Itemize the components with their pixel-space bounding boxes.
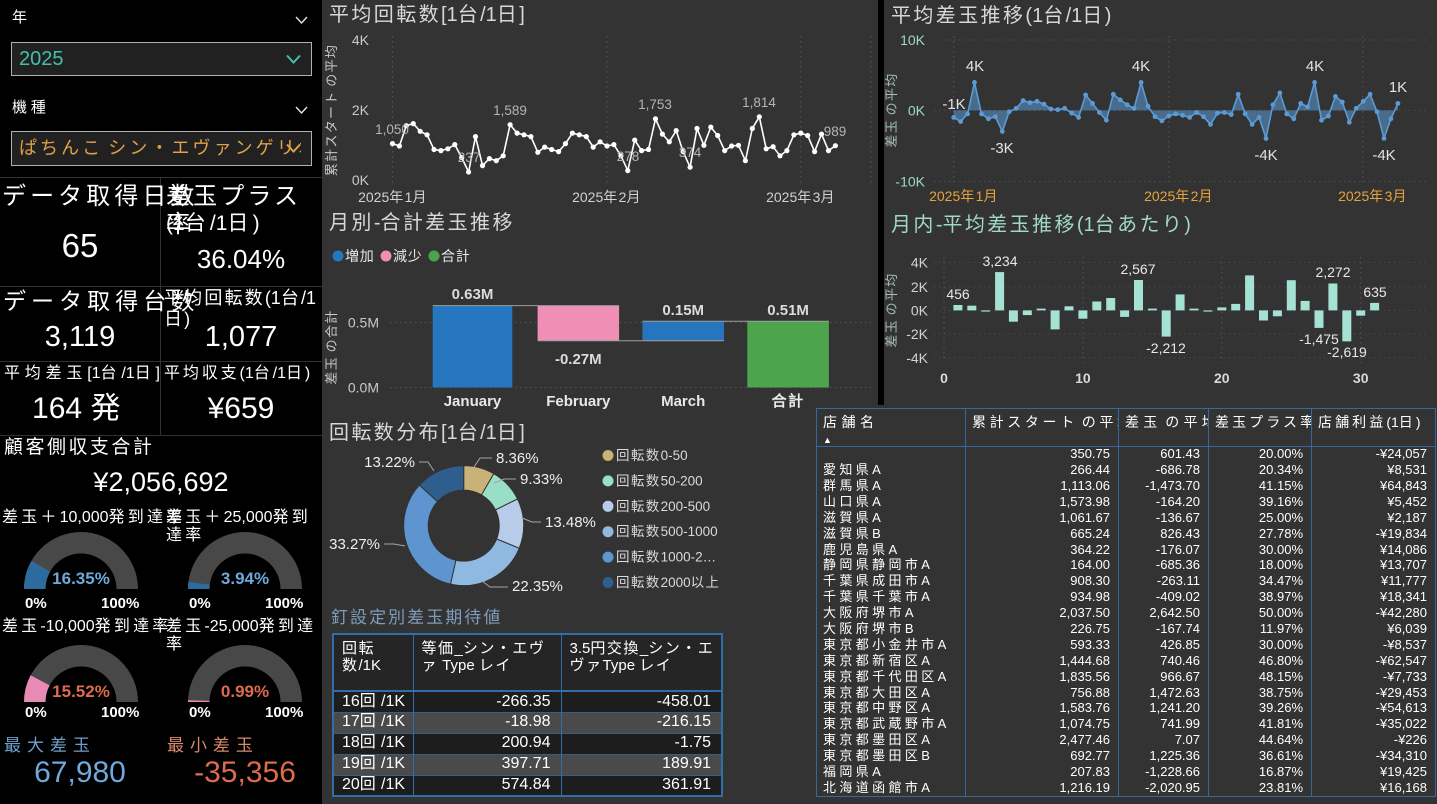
svg-text:月別-合計差玉推移: 月別-合計差玉推移: [329, 211, 515, 234]
svg-text:March: March: [661, 393, 705, 410]
svg-text:-3K: -3K: [990, 140, 1013, 157]
svg-text:20: 20: [1214, 370, 1230, 386]
svg-text:-4K: -4K: [1372, 147, 1395, 164]
svg-text:回転数分布[1台/1日]: 回転数分布[1台/1日]: [329, 421, 525, 444]
svg-text:33.27%: 33.27%: [329, 536, 380, 553]
svg-text:回転数500-1000: 回転数500-1000: [616, 524, 718, 539]
svg-text:2K: 2K: [911, 279, 929, 295]
svg-text:0K: 0K: [908, 102, 926, 118]
svg-text:9.33%: 9.33%: [520, 471, 563, 488]
svg-text:-4K: -4K: [1254, 147, 1277, 164]
svg-text:10K: 10K: [900, 32, 926, 48]
svg-text:2,567: 2,567: [1120, 261, 1155, 277]
svg-text:278: 278: [617, 149, 640, 164]
svg-text:回転数0-50: 回転数0-50: [616, 448, 688, 463]
svg-text:22.35%: 22.35%: [512, 578, 563, 595]
svg-text:3,234: 3,234: [982, 253, 1017, 269]
svg-text:-2,619: -2,619: [1327, 344, 1367, 360]
svg-text:0.5M: 0.5M: [348, 315, 379, 331]
svg-text:2025年3月: 2025年3月: [1338, 188, 1408, 204]
svg-text:0K: 0K: [352, 172, 370, 188]
svg-text:1,050: 1,050: [375, 122, 409, 137]
svg-text:0.63M: 0.63M: [452, 286, 494, 303]
svg-text:2025年1月: 2025年1月: [358, 189, 428, 205]
svg-text:増加: 増加: [345, 248, 374, 264]
svg-text:差玉 の合計: 差玉 の合計: [324, 309, 339, 384]
svg-text:1,589: 1,589: [493, 103, 527, 118]
svg-text:平均差玉推移(1台/1日): 平均差玉推移(1台/1日): [891, 4, 1111, 27]
svg-text:456: 456: [946, 286, 970, 302]
svg-text:-2,212: -2,212: [1146, 340, 1186, 356]
svg-text:374: 374: [679, 145, 702, 160]
svg-text:2025年1月: 2025年1月: [929, 188, 999, 204]
svg-text:February: February: [546, 393, 611, 410]
svg-text:0.0M: 0.0M: [348, 380, 379, 396]
svg-text:2025年2月: 2025年2月: [572, 189, 642, 205]
svg-text:-10K: -10K: [895, 174, 925, 190]
svg-text:1,753: 1,753: [638, 97, 672, 112]
svg-text:0K: 0K: [911, 302, 929, 318]
svg-text:8.36%: 8.36%: [496, 450, 539, 467]
svg-text:1,814: 1,814: [742, 95, 776, 110]
svg-text:2025年3月: 2025年3月: [766, 189, 836, 205]
svg-text:平均回転数[1台/1日]: 平均回転数[1台/1日]: [329, 3, 525, 26]
svg-text:減少: 減少: [393, 248, 422, 264]
svg-text:13.48%: 13.48%: [545, 514, 596, 531]
svg-text:2K: 2K: [352, 102, 370, 118]
svg-text:-1K: -1K: [942, 96, 965, 113]
svg-text:合計: 合計: [441, 248, 470, 264]
svg-text:4K: 4K: [1306, 58, 1324, 75]
svg-text:989: 989: [824, 124, 847, 139]
svg-text:回転数200-500: 回転数200-500: [616, 499, 710, 514]
svg-text:-4K: -4K: [906, 350, 928, 366]
svg-text:0: 0: [940, 370, 948, 386]
svg-text:0.51M: 0.51M: [767, 302, 809, 319]
svg-text:-1,475: -1,475: [1299, 331, 1339, 347]
svg-text:635: 635: [1363, 284, 1387, 300]
svg-text:回転数1000-2…: 回転数1000-2…: [616, 550, 717, 565]
svg-text:-2K: -2K: [906, 326, 928, 342]
svg-text:237: 237: [458, 150, 481, 165]
svg-text:回転数2000以上: 回転数2000以上: [616, 575, 720, 590]
svg-text:10: 10: [1075, 370, 1091, 386]
svg-text:合計: 合計: [771, 392, 805, 410]
svg-text:January: January: [444, 393, 502, 410]
svg-text:4K: 4K: [1132, 58, 1150, 75]
svg-text:回転数50-200: 回転数50-200: [616, 473, 703, 488]
svg-text:1K: 1K: [1389, 79, 1407, 96]
svg-text:累計スタート の平均: 累計スタート の平均: [324, 44, 339, 176]
svg-text:4K: 4K: [911, 254, 929, 270]
svg-text:差玉 の平均: 差玉 の平均: [884, 272, 899, 347]
svg-text:2,272: 2,272: [1315, 264, 1350, 280]
svg-text:2025年2月: 2025年2月: [1144, 188, 1214, 204]
svg-text:-0.27M: -0.27M: [555, 351, 602, 368]
svg-text:4K: 4K: [966, 58, 984, 75]
svg-text:月内-平均差玉推移(1台あたり): 月内-平均差玉推移(1台あたり): [891, 213, 1191, 236]
svg-text:差玉 の平均: 差玉 の平均: [884, 72, 899, 147]
svg-text:0.15M: 0.15M: [662, 302, 704, 319]
svg-text:13.22%: 13.22%: [364, 454, 415, 471]
svg-text:30: 30: [1353, 370, 1369, 386]
svg-text:4K: 4K: [352, 32, 370, 48]
